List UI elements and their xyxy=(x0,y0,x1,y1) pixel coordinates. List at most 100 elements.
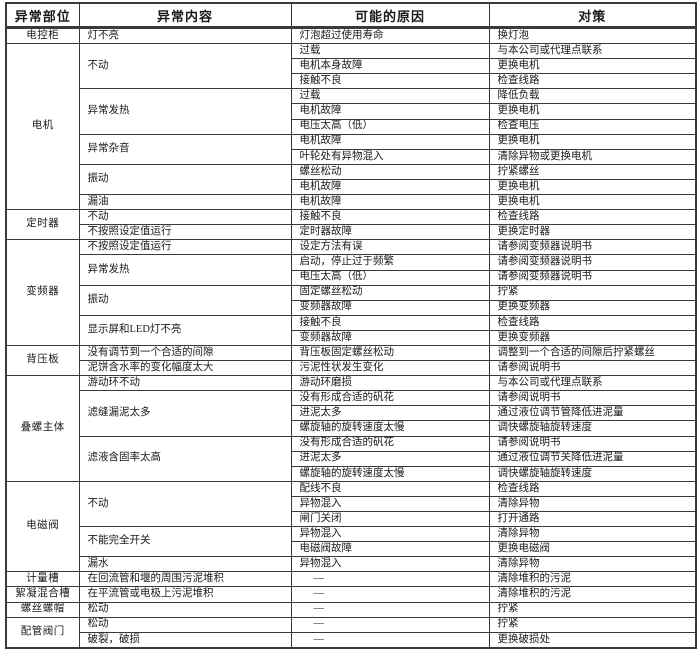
possible-cause-cell: 进泥太多 xyxy=(290,450,490,467)
possible-cause-cell: 背压板固定螺丝松动 xyxy=(290,344,490,362)
possible-cause-cell: 电机故障 xyxy=(290,133,490,150)
countermeasure-cell: 拧紧 xyxy=(488,616,697,633)
countermeasure-cell: 请参阅变频器说明书 xyxy=(488,239,697,256)
countermeasure-cell: 清除异物 xyxy=(488,556,697,573)
countermeasure-cell: 通过液位调节管降低进泥量 xyxy=(488,405,697,422)
countermeasure-cell: 检查线路 xyxy=(488,314,697,331)
countermeasure-cell: 调快螺旋轴旋转速度 xyxy=(488,465,697,482)
header-abnormal-content: 异常内容 xyxy=(78,2,292,29)
abnormal-content-cell: 不能完全开关 xyxy=(78,526,292,558)
countermeasure-cell: 拧紧 xyxy=(488,601,697,618)
countermeasure-cell: 清除堆积的污泥 xyxy=(488,586,697,603)
countermeasure-cell: 打开通路 xyxy=(488,510,697,528)
possible-cause-cell: 电压太高（低） xyxy=(290,118,490,135)
countermeasure-cell: 检查线路 xyxy=(488,73,697,90)
header-countermeasure: 对策 xyxy=(488,2,697,29)
table-row: 变频器 不按照设定值运行 设定方法有误 请参阅变频器说明书 xyxy=(5,239,697,346)
header-abnormal-part: 异常部位 xyxy=(5,2,80,29)
countermeasure-cell: 调整到一个合适的间隙后拧紧螺丝 xyxy=(488,344,697,362)
table-row: 漏水 异物混入 清除异物 xyxy=(6,556,697,573)
countermeasure-cell: 请参阅说明书 xyxy=(488,360,697,377)
table-row: 电压太高（低） 检查电压 xyxy=(6,118,697,135)
table-row: 进泥太多 通过液位调节关降低进泥量 xyxy=(6,450,697,467)
table-row: 漏油 电机故障 更换电机 xyxy=(6,194,697,211)
possible-cause-cell: 设定方法有误 xyxy=(290,239,490,256)
abnormal-content-cell: 不按照设定值运行 xyxy=(78,239,292,256)
abnormal-content-cell: 显示屏和LED灯不亮 xyxy=(78,314,292,346)
abnormal-part-cell: 絮凝混合槽 xyxy=(5,586,80,603)
countermeasure-cell: 更换电机 xyxy=(488,178,697,196)
abnormal-content-cell: 异常发热 xyxy=(78,88,292,135)
countermeasure-cell: 更换电机 xyxy=(488,194,697,211)
possible-cause-cell: 配线不良 xyxy=(290,480,490,497)
possible-cause-cell: 过载 xyxy=(290,43,490,60)
countermeasure-cell: 更换变频器 xyxy=(488,299,697,316)
table-row: 异常杂音 电机故障 更换电机 xyxy=(6,133,697,165)
possible-cause-cell: 过载 xyxy=(290,88,490,105)
table-row: 电控柜 灯不亮 灯泡超过使用寿命 换灯泡 xyxy=(5,26,697,45)
possible-cause-cell: 闸门关闭 xyxy=(290,510,490,528)
possible-cause-cell: 螺旋轴的旋转速度太慢 xyxy=(290,465,490,482)
possible-cause-cell: 固定螺丝松动 xyxy=(290,284,490,301)
abnormal-content-cell: 灯不亮 xyxy=(78,26,292,45)
possible-cause-cell: 电压太高（低） xyxy=(290,269,490,286)
header-possible-cause: 可能的原因 xyxy=(290,2,490,29)
possible-cause-cell: 游动环磨损 xyxy=(290,375,490,392)
table-row: 显示屏和LED灯不亮 接触不良 检查线路 xyxy=(6,314,697,346)
table-row: 计量槽 在回流管和堰的周围污泥堆积 — 清除堆积的污泥 xyxy=(5,571,697,588)
possible-cause-cell: 异物混入 xyxy=(290,556,490,573)
possible-cause-cell: — xyxy=(290,631,490,649)
possible-cause-cell: 接触不良 xyxy=(290,73,490,90)
table-row: 电机故障 更换电机 xyxy=(6,178,697,196)
possible-cause-cell: 电磁阀故障 xyxy=(290,541,490,558)
countermeasure-cell: 请参阅变频器说明书 xyxy=(488,269,697,286)
possible-cause-cell: — xyxy=(290,586,490,603)
countermeasure-cell: 清除异物 xyxy=(488,526,697,543)
countermeasure-cell: 降低负载 xyxy=(488,88,697,105)
countermeasure-cell: 与本公司或代理点联系 xyxy=(488,43,697,60)
possible-cause-cell: 灯泡超过使用寿命 xyxy=(290,26,490,45)
countermeasure-cell: 拧紧 xyxy=(488,284,697,301)
table-row: 配管阀门 松动 — 拧紧 xyxy=(5,616,697,649)
abnormal-part-cell: 变频器 xyxy=(5,239,80,346)
table-row: 絮凝混合槽 在平流管或电极上污泥堆积 — 清除堆积的污泥 xyxy=(5,586,697,603)
abnormal-content-cell: 振动 xyxy=(78,284,292,316)
table-row: 螺旋轴的旋转速度太慢 调快螺旋轴旋转速度 xyxy=(6,420,697,437)
countermeasure-cell: 通过液位调节关降低进泥量 xyxy=(488,450,697,467)
possible-cause-cell: 电机故障 xyxy=(290,194,490,211)
table-row: 螺丝螺帽 松动 — 拧紧 xyxy=(5,601,697,618)
possible-cause-cell: 电机故障 xyxy=(290,178,490,196)
abnormal-part-cell: 背压板 xyxy=(5,344,80,377)
possible-cause-cell: 进泥太多 xyxy=(290,405,490,422)
table-row: 叠螺主体 游动环不动 游动环磨损 与本公司或代理点联系 xyxy=(5,375,697,482)
abnormal-part-cell: 电机 xyxy=(5,43,80,211)
countermeasure-cell: 请参阅说明书 xyxy=(488,435,697,452)
possible-cause-cell: 接触不良 xyxy=(290,209,490,226)
abnormal-content-cell: 在回流管和堰的周围污泥堆积 xyxy=(78,571,292,588)
abnormal-part-cell: 叠螺主体 xyxy=(5,375,80,482)
possible-cause-cell: 电机故障 xyxy=(290,103,490,120)
table-row: 泥饼含水率的变化幅度太大 污泥性状发生变化 请参阅说明书 xyxy=(6,360,697,377)
possible-cause-cell: 启动，停止过于频繁 xyxy=(290,254,490,271)
abnormal-content-cell: 漏水 xyxy=(78,556,292,573)
abnormal-content-cell: 振动 xyxy=(78,163,292,196)
countermeasure-cell: 清除异物 xyxy=(488,495,697,513)
table-row: 电磁阀 不动 配线不良 检查线路 xyxy=(5,480,697,573)
possible-cause-cell: 变频器故障 xyxy=(290,329,490,346)
possible-cause-cell: — xyxy=(290,571,490,588)
countermeasure-cell: 检查电压 xyxy=(488,118,697,135)
table-row: 异常发热 启动，停止过于频繁 请参阅变频器说明书 xyxy=(6,254,697,286)
abnormal-part-cell: 电磁阀 xyxy=(5,480,80,573)
possible-cause-cell: 没有形成合适的矾花 xyxy=(290,435,490,452)
possible-cause-cell: 没有形成合适的矾花 xyxy=(290,390,490,407)
abnormal-part-cell: 电控柜 xyxy=(5,26,80,45)
possible-cause-cell: 变频器故障 xyxy=(290,299,490,316)
countermeasure-cell: 更换变频器 xyxy=(488,329,697,346)
troubleshooting-table: 异常部位 异常内容 可能的原因 对策 电控柜 灯不亮 灯泡超过使用寿命 换灯泡 电机 不动… xyxy=(5,2,697,649)
table-row: 变频器故障 更换变频器 xyxy=(6,329,697,346)
countermeasure-cell: 更换电机 xyxy=(488,58,697,75)
table-row: 破裂，破损 — 更换破损处 xyxy=(6,631,697,649)
table-row: 滤缝漏泥太多 没有形成合适的矾花 请参阅说明书 xyxy=(6,390,697,437)
abnormal-content-cell: 在平流管或电极上污泥堆积 xyxy=(78,586,292,603)
table-row: 滤液含固率太高 没有形成合适的矾花 请参阅说明书 xyxy=(6,435,697,482)
